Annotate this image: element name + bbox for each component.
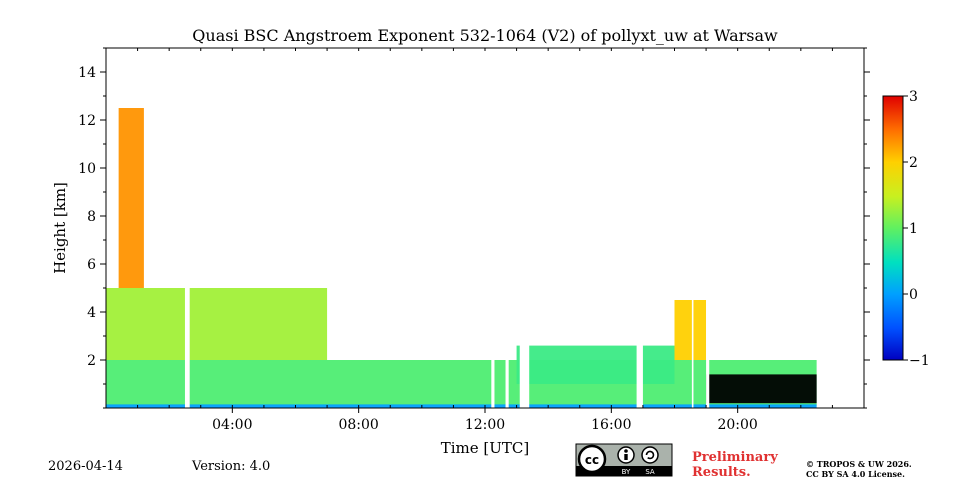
sa-share-icon — [641, 446, 659, 464]
colorbar-tick-label: −1 — [909, 353, 930, 369]
copyright-line1: © TROPOS & UW 2026. — [806, 459, 912, 469]
x-tick-label: 16:00 — [591, 417, 631, 433]
y-axis-label: Height [km] — [51, 182, 69, 274]
preliminary-line2: Results. — [692, 465, 751, 480]
heatmap-layer — [106, 288, 328, 360]
y-tick-label: 6 — [87, 257, 96, 273]
y-tick-label: 2 — [87, 353, 96, 369]
heatmap-layer — [674, 300, 707, 360]
heatmap-layer — [106, 404, 817, 408]
y-tick-label: 12 — [78, 113, 96, 129]
cc-license-badge: cc BY SA — [575, 443, 673, 477]
heatmap-layers — [106, 48, 817, 408]
cc-icon — [577, 444, 607, 474]
colorbar-tick-label: 1 — [909, 221, 918, 237]
heatmap-layer — [516, 345, 675, 384]
heatmap-layer — [118, 108, 144, 288]
chart-title: Quasi BSC Angstroem Exponent 532-1064 (V… — [192, 26, 778, 45]
preliminary-line1: Preliminary — [692, 450, 778, 465]
x-tick-label: 08:00 — [338, 417, 378, 433]
footer-version: Version: 4.0 — [191, 459, 270, 474]
footer-date: 2026-04-14 — [48, 459, 123, 474]
data-gap — [491, 48, 495, 408]
cc-icon-text: cc — [585, 453, 599, 467]
y-tick-label: 8 — [87, 209, 96, 225]
copyright-line2: CC BY SA 4.0 License. — [806, 469, 905, 479]
x-tick-label: 12:00 — [465, 417, 505, 433]
heatmap-layer — [106, 360, 817, 406]
y-tick-label: 14 — [78, 65, 96, 81]
colorbar — [882, 95, 904, 361]
y-tick-label: 4 — [87, 305, 96, 321]
data-gap — [636, 48, 643, 408]
y-tick-label: 10 — [78, 161, 96, 177]
colorbar-ticks: −1 0 1 2 3 — [903, 89, 930, 369]
sa-label: SA — [645, 468, 655, 476]
x-axis-ticks: 04:00 08:00 12:00 16:00 20:00 — [105, 48, 865, 433]
data-gap — [706, 48, 710, 408]
by-label: BY — [622, 468, 631, 476]
y-axis-ticks: 2 4 6 8 10 12 14 — [78, 47, 870, 409]
x-tick-label: 20:00 — [717, 417, 757, 433]
data-gap — [691, 48, 694, 408]
x-tick-label: 04:00 — [212, 417, 252, 433]
data-gap — [505, 48, 509, 408]
x-axis-label: Time [UTC] — [441, 439, 530, 457]
colorbar-tick-label: 0 — [909, 287, 918, 303]
heatmap-layer — [706, 374, 817, 404]
colorbar-tick-label: 2 — [909, 155, 918, 171]
colorbar-tick-label: 3 — [909, 89, 918, 105]
data-gap — [519, 48, 530, 408]
data-gap — [184, 48, 190, 408]
